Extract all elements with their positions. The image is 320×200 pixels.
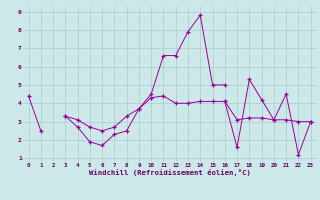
X-axis label: Windchill (Refroidissement éolien,°C): Windchill (Refroidissement éolien,°C) [89,169,251,176]
